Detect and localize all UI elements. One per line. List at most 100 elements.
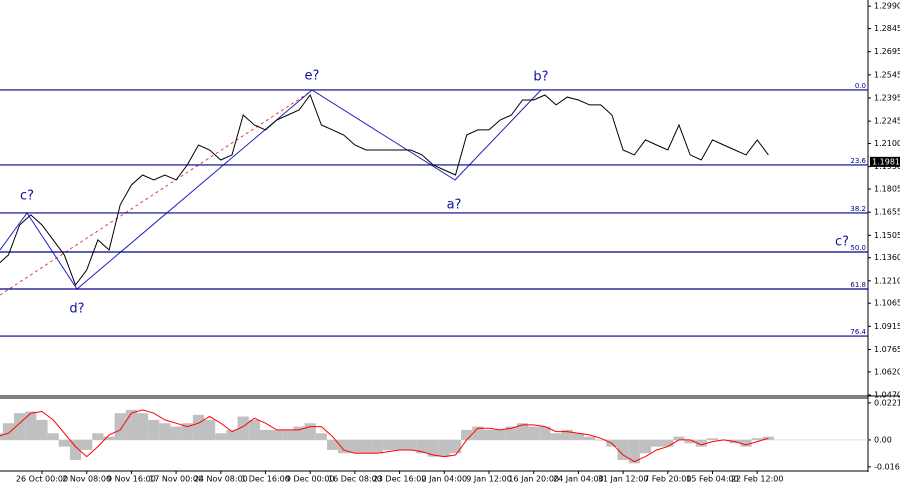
y-tick-label: 1.1210	[874, 276, 900, 285]
histogram-bar	[494, 429, 506, 440]
trend-line	[0, 91, 311, 296]
histogram-bar	[360, 439, 372, 454]
histogram-bar	[382, 439, 395, 450]
y-tick-label: 1.1505	[874, 231, 900, 240]
histogram-bar	[326, 439, 339, 450]
histogram-bar	[192, 414, 205, 440]
signal-line	[0, 409, 769, 463]
y-tick-label: 1.2990	[874, 2, 900, 11]
histogram-bar	[528, 426, 540, 440]
histogram-bar	[2, 423, 15, 440]
x-tick-label: 22 Feb 12:00	[731, 475, 783, 484]
histogram-bar	[293, 426, 305, 440]
histogram-bar	[92, 433, 104, 440]
histogram-bar	[371, 439, 383, 454]
price-line	[0, 93, 769, 287]
y-tick-label: 1.1360	[874, 253, 900, 262]
histogram-bar	[751, 438, 763, 440]
histogram-bar	[483, 429, 495, 440]
histogram-bar	[673, 436, 685, 440]
x-tick-label: 23 Dec 16:00	[373, 475, 427, 484]
fib-level-label: 76.4	[850, 328, 866, 336]
wave-label: d?	[69, 302, 84, 317]
histogram-bar	[505, 426, 517, 440]
y-tick-label: 1.0470	[874, 391, 900, 400]
histogram-bar	[148, 419, 160, 440]
histogram-bar	[0, 433, 3, 440]
histogram-bar	[628, 439, 640, 464]
wave-label: c?	[20, 189, 34, 204]
histogram-bar	[349, 439, 361, 454]
wave-label: b?	[533, 70, 548, 85]
histogram-bar	[282, 429, 294, 440]
fib-level-label: 61.8	[850, 281, 866, 289]
histogram-bar	[47, 433, 59, 440]
y-tick-label: 1.2845	[874, 24, 900, 33]
x-tick-label: 2 Jan 04:00	[422, 475, 468, 484]
x-tick-label: 15 Feb 04:00	[686, 475, 738, 484]
histogram-bar	[170, 426, 182, 440]
histogram-bar	[215, 433, 227, 440]
histogram-bar	[740, 439, 752, 447]
histogram-bar	[14, 413, 26, 440]
histogram-bar	[684, 439, 696, 444]
histogram-bar	[315, 433, 327, 440]
histogram-bar	[103, 436, 115, 440]
histogram-bar	[114, 413, 126, 440]
x-tick-label: 2 Nov 08:00	[62, 475, 111, 484]
histogram-bar	[125, 409, 137, 440]
histogram-bar	[416, 439, 428, 454]
x-tick-label: 9 Nov 16:00	[107, 475, 156, 484]
histogram-bar	[36, 419, 48, 440]
y-tick-label: 1.1065	[874, 299, 900, 308]
histogram-bar	[159, 423, 171, 440]
histogram-bar	[25, 411, 37, 440]
x-tick-label: 26 Oct 00:00	[16, 475, 68, 484]
histogram-bar	[394, 439, 406, 450]
y-tick-label: 1.0620	[874, 367, 900, 376]
histogram-bar	[583, 436, 596, 440]
histogram-bar	[539, 426, 551, 440]
histogram-bar	[405, 439, 417, 450]
fib-level-label: 0.0	[855, 82, 866, 90]
histogram-bar	[472, 426, 484, 440]
histogram-bar	[449, 439, 462, 454]
last-price-label: 1.1981	[872, 157, 900, 166]
histogram-bar	[338, 439, 350, 454]
histogram-bar	[516, 423, 529, 440]
fib-level-label: 50.0	[850, 244, 866, 252]
histogram-bar	[271, 429, 283, 440]
last-price-box	[870, 156, 900, 167]
fib-level-label: 23.6	[850, 157, 866, 165]
histogram-bar	[259, 429, 272, 440]
histogram-bar	[695, 439, 707, 447]
y-tick-label: -0.0161	[874, 462, 900, 471]
y-tick-label: 0.02216	[874, 398, 900, 407]
histogram-bar	[237, 416, 249, 440]
histogram-bar	[617, 439, 629, 460]
y-tick-label: 0.00	[874, 435, 892, 444]
histogram-bar	[136, 413, 149, 440]
fib-level-label: 38.2	[850, 205, 866, 213]
histogram-bar	[651, 439, 663, 447]
histogram-bar	[226, 429, 238, 440]
histogram-bar	[248, 419, 260, 440]
x-tick-label: 16 Dec 08:00	[328, 475, 382, 484]
x-tick-label: 1 Dec 16:00	[241, 475, 290, 484]
y-tick-label: 1.2545	[874, 70, 900, 79]
histogram-bar	[461, 429, 473, 440]
x-tick-label: 24 Nov 08:00	[194, 475, 248, 484]
x-tick-label: 7 Feb 20:00	[644, 475, 691, 484]
histogram-bar	[662, 439, 674, 447]
histogram-bar	[181, 423, 193, 440]
histogram-bar	[204, 419, 216, 440]
x-tick-label: 31 Jan 12:00	[598, 475, 649, 484]
y-tick-label: 1.1655	[874, 208, 900, 217]
y-tick-label: 1.2245	[874, 117, 900, 126]
histogram-bar	[595, 439, 607, 441]
y-tick-label: 1.0915	[874, 322, 900, 331]
x-tick-label: 17 Nov 00:00	[149, 475, 203, 484]
histogram-bar	[69, 439, 82, 460]
y-tick-label: 1.2100	[874, 139, 900, 148]
